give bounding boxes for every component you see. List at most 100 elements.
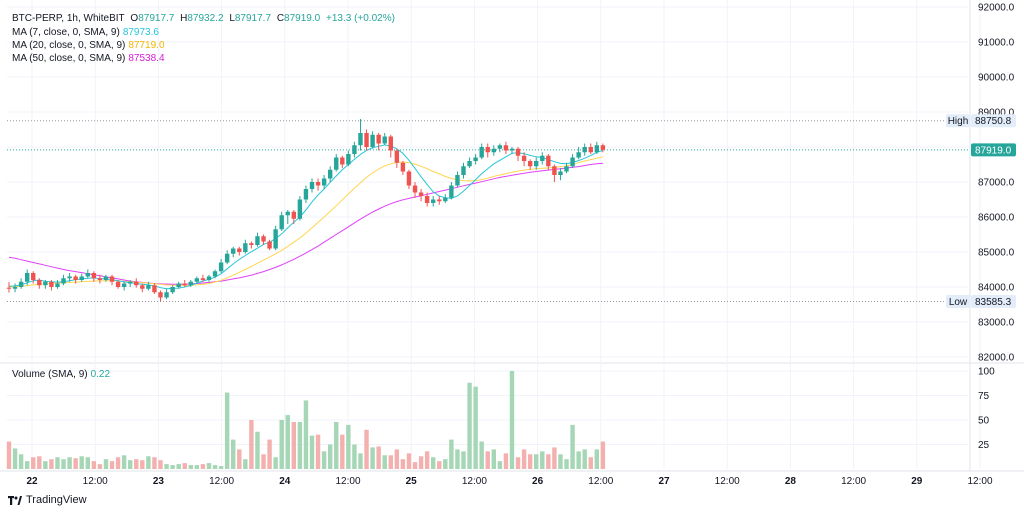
high-tag-bg	[946, 114, 970, 128]
candle-body	[224, 253, 230, 263]
volume-bar	[243, 459, 248, 469]
price-tick-label: 92000.0	[978, 3, 1015, 14]
volume-bar	[97, 464, 103, 469]
candle-body	[140, 285, 145, 289]
candlesticks	[6, 119, 606, 302]
volume-bar	[443, 459, 448, 469]
candle-body	[103, 276, 109, 280]
candle-body	[527, 161, 533, 167]
volume-bar	[467, 382, 472, 469]
price-tick-label: 82000.0	[978, 353, 1015, 364]
volume-bar	[546, 454, 551, 469]
volume-bar	[594, 449, 600, 469]
candle-body	[576, 152, 581, 158]
low-label: L	[229, 13, 235, 24]
volume-bar	[376, 446, 381, 469]
candle-body	[485, 147, 490, 153]
candle-body	[394, 150, 400, 163]
candle-body	[437, 199, 442, 202]
tradingview-branding[interactable]: TradingView	[8, 494, 87, 506]
volume-bar	[237, 449, 242, 469]
volume-bar	[176, 464, 181, 469]
volume-bar	[412, 462, 418, 469]
volume-bar	[188, 465, 193, 469]
candle-body	[237, 248, 242, 252]
volume-bar	[485, 451, 490, 469]
time-tick-label: 12:00	[209, 476, 234, 487]
volume-bar	[491, 449, 496, 469]
volume-bar	[194, 465, 200, 469]
volume-bar	[576, 451, 581, 469]
candle-body	[164, 292, 169, 298]
grid-lines	[0, 0, 1024, 472]
volume-bar	[437, 461, 442, 469]
volume-bar	[55, 457, 60, 469]
volume-bar	[140, 460, 145, 469]
candle-body	[249, 243, 254, 245]
volume-bar	[582, 449, 587, 469]
volume-bar	[49, 459, 54, 469]
candle-body	[255, 236, 260, 245]
time-tick-label: 12:00	[335, 476, 360, 487]
last-badge-bg	[971, 143, 1016, 157]
volume-bar	[31, 457, 36, 469]
time-tick-label: 24	[279, 476, 291, 487]
last-badge-value: 87919.0	[975, 145, 1012, 156]
volume-bar	[224, 392, 230, 469]
candle-body	[261, 236, 266, 242]
volume-bar	[340, 434, 345, 469]
volume-bar	[285, 415, 290, 469]
candle-body	[218, 262, 224, 272]
candle-body	[291, 211, 297, 219]
candle-body	[594, 145, 600, 153]
time-tick-label: 12:00	[715, 476, 740, 487]
price-axis: 82000.0 83000.0 84000.0 85000.0 86000.0 87000…	[978, 3, 1015, 364]
price-labels: High 88750.8 Low 83585.3 87919.0	[946, 114, 1016, 309]
candle-body	[49, 281, 54, 287]
volume-bar	[503, 453, 509, 469]
volume-bar	[18, 454, 24, 469]
candle-body	[582, 147, 587, 153]
tradingview-logo-icon	[8, 495, 22, 505]
candle-body	[352, 145, 357, 154]
candle-body	[431, 199, 436, 203]
volume-bar	[85, 457, 90, 469]
candle-body	[424, 196, 430, 203]
candle-body	[6, 287, 12, 289]
candle-body	[170, 287, 175, 293]
time-tick-label: 26	[532, 476, 544, 487]
candle-body	[267, 241, 272, 249]
candle-body	[455, 175, 460, 186]
candle-body	[309, 182, 315, 189]
volume-bar	[170, 465, 175, 469]
volume-bar	[479, 441, 484, 469]
volume-bar	[588, 457, 593, 469]
candle-body	[334, 157, 339, 170]
time-tick-label: 12:00	[588, 476, 613, 487]
candle-body	[285, 211, 290, 216]
high-tag-label: High	[948, 116, 969, 127]
candle-body	[558, 171, 563, 175]
ma7-legend: MA (7, close, 0, SMA, 9) 87973.6	[12, 26, 162, 39]
volume-bar	[564, 459, 569, 469]
ma50-legend: MA (50, close, 0, SMA, 9) 87538.4	[12, 52, 168, 65]
volume-bar	[115, 457, 121, 469]
volume-bar	[164, 464, 169, 469]
candle-body	[321, 178, 327, 186]
candle-body	[73, 276, 78, 280]
candle-body	[564, 166, 569, 172]
volume-bar	[382, 455, 387, 469]
candle-body	[358, 133, 363, 146]
volume-bar	[6, 441, 12, 469]
volume-bar	[12, 448, 18, 469]
volume-bar	[212, 465, 218, 469]
volume-bar	[534, 454, 539, 469]
time-tick-label: 27	[658, 476, 670, 487]
candle-body	[315, 182, 321, 186]
volume-bar	[146, 456, 151, 469]
volume-bar	[200, 464, 206, 469]
volume-bar	[206, 463, 212, 469]
ma7-value: 87973.6	[122, 27, 159, 38]
volume-legend: Volume (SMA, 9) 0.22	[12, 368, 113, 381]
